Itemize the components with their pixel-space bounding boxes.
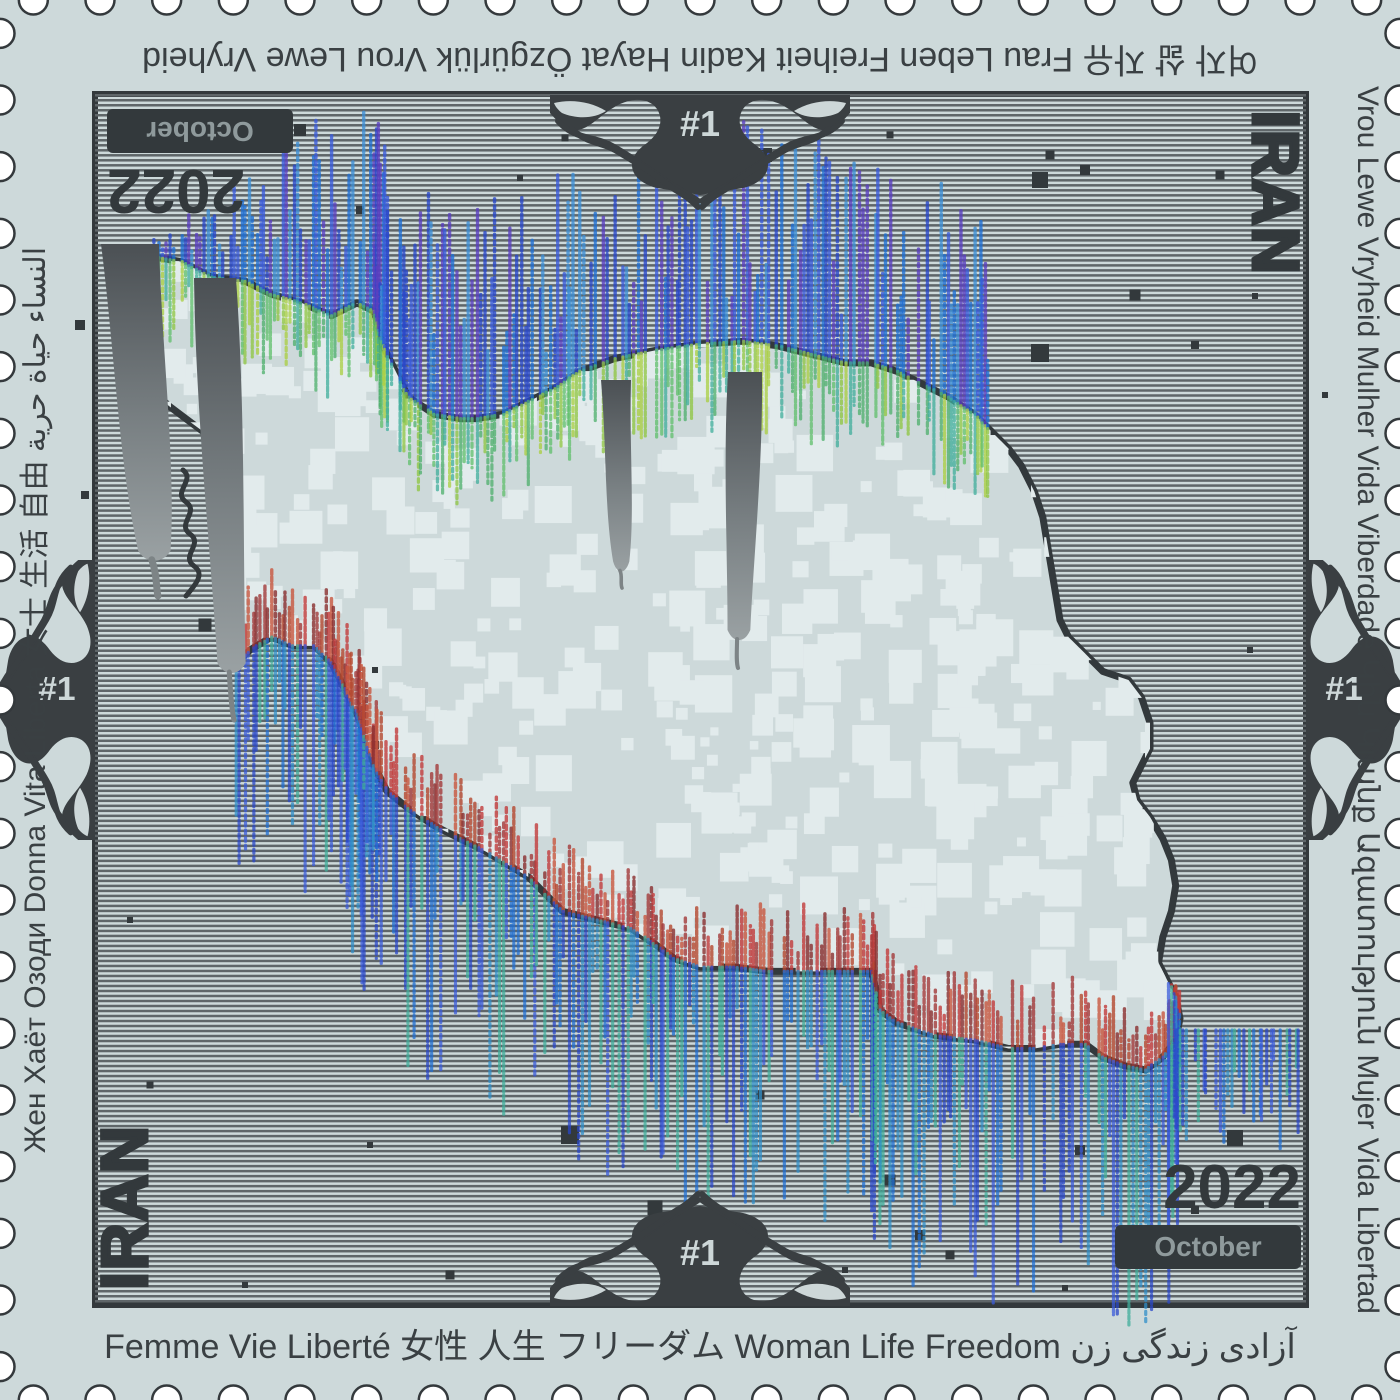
svg-text:#1: #1 xyxy=(680,103,720,144)
svg-text:Femme Vie Liberté 女性 人生 フリーダム: Femme Vie Liberté 女性 人生 フリーダム Woman Life… xyxy=(104,1326,1297,1367)
svg-text:October: October xyxy=(1154,1231,1261,1262)
svg-text:여자 삶 자유 Frau Leben Freiheit: 여자 삶 자유 Frau Leben Freiheit Kadin Hayat … xyxy=(142,40,1258,78)
svg-text:October: October xyxy=(146,116,253,147)
svg-text:Vrou Lewe Vryheid Mulher Vid: Vrou Lewe Vryheid Mulher Vida Viberdade … xyxy=(1351,86,1384,1314)
svg-text:#1: #1 xyxy=(680,1232,720,1273)
svg-text:Жен Хаёт Озоди Donna Vita Li: Жен Хаёт Озоди Donna Vita Liberta 女士 生活 … xyxy=(19,247,53,1153)
svg-text:2022: 2022 xyxy=(107,156,245,225)
svg-text:IRAN: IRAN xyxy=(1239,110,1313,275)
svg-text:2022: 2022 xyxy=(1163,1153,1301,1222)
svg-text:IRAN: IRAN xyxy=(87,1125,161,1290)
